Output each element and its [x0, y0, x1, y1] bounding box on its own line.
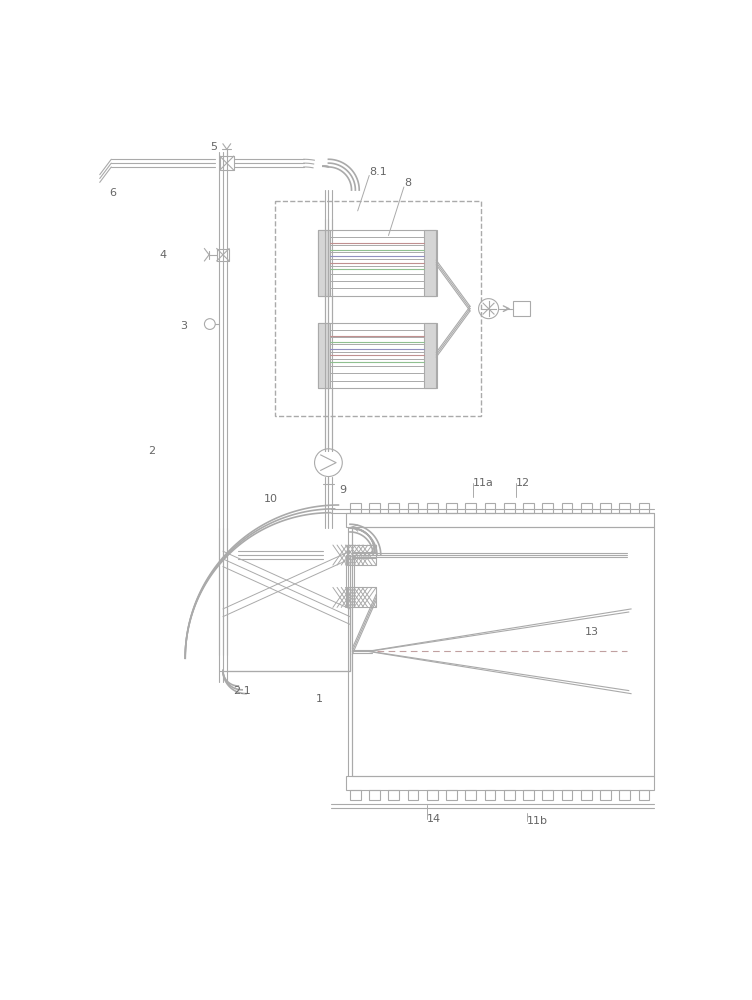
Bar — [389, 790, 399, 800]
Bar — [424, 230, 436, 296]
Bar — [446, 790, 456, 800]
Bar — [408, 790, 418, 800]
Bar — [542, 503, 553, 513]
Bar — [562, 790, 572, 800]
Text: 2: 2 — [148, 446, 156, 456]
Bar — [427, 503, 438, 513]
Bar — [346, 776, 654, 790]
Bar — [581, 790, 592, 800]
Bar — [427, 790, 438, 800]
Bar — [408, 503, 418, 513]
Bar — [504, 790, 514, 800]
Bar — [317, 230, 330, 296]
Bar — [600, 503, 611, 513]
Bar — [638, 790, 649, 800]
Bar — [346, 513, 654, 527]
Bar — [465, 503, 476, 513]
Bar — [347, 587, 376, 607]
Text: 8.1: 8.1 — [369, 167, 387, 177]
Text: 1: 1 — [315, 694, 323, 704]
Bar — [562, 503, 572, 513]
Text: 10: 10 — [264, 494, 277, 504]
Bar — [523, 790, 534, 800]
Text: 12: 12 — [516, 478, 529, 488]
Text: 14: 14 — [427, 814, 441, 824]
Bar — [581, 503, 592, 513]
Text: 8: 8 — [404, 178, 411, 188]
Bar — [347, 545, 376, 565]
Bar — [504, 503, 514, 513]
Text: 11a: 11a — [473, 478, 494, 488]
Text: 4: 4 — [159, 250, 166, 260]
Bar — [513, 301, 530, 316]
Bar — [369, 790, 380, 800]
Bar — [317, 323, 437, 388]
Bar — [369, 503, 380, 513]
Bar — [523, 503, 534, 513]
Bar — [446, 503, 456, 513]
Bar — [485, 790, 496, 800]
Bar — [352, 527, 654, 776]
Text: 11b: 11b — [527, 816, 548, 826]
Bar — [542, 790, 553, 800]
Text: 5: 5 — [210, 142, 217, 152]
Text: 3: 3 — [180, 321, 187, 331]
Bar — [424, 323, 436, 388]
Bar — [485, 503, 496, 513]
Bar — [317, 230, 437, 296]
Bar — [620, 790, 630, 800]
Text: 6: 6 — [110, 188, 117, 198]
Bar — [600, 790, 611, 800]
Bar — [620, 503, 630, 513]
Bar — [317, 323, 330, 388]
Bar — [638, 503, 649, 513]
Text: 13: 13 — [585, 627, 599, 637]
Bar — [465, 790, 476, 800]
Bar — [350, 503, 360, 513]
Bar — [275, 201, 481, 416]
Text: 2.1: 2.1 — [233, 686, 250, 696]
Text: 9: 9 — [339, 485, 347, 495]
Bar — [350, 790, 360, 800]
Bar — [389, 503, 399, 513]
